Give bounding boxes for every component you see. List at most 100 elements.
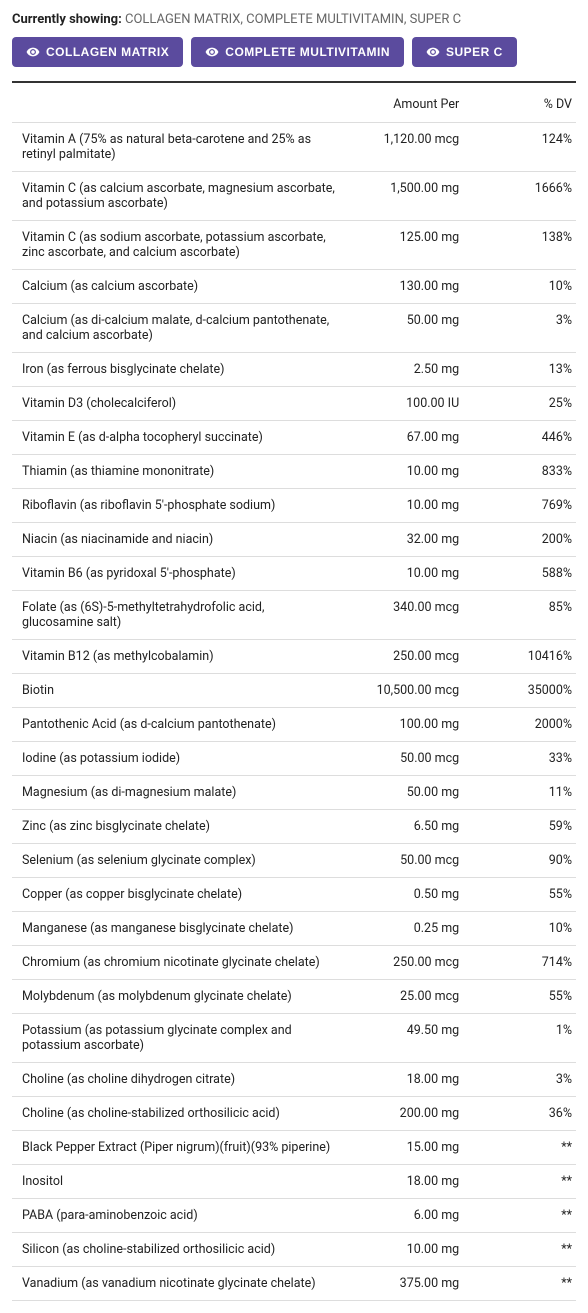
- nutrition-amount: 18.00 mg: [339, 1165, 463, 1199]
- nutrition-dv: 13%: [463, 353, 576, 387]
- table-row: Niacin (as niacinamide and niacin)32.00 …: [12, 523, 576, 557]
- table-row: Vitamin B6 (as pyridoxal 5'-phosphate)10…: [12, 557, 576, 591]
- nutrition-amount: 6.00 mg: [339, 1199, 463, 1233]
- filter-button-label: SUPER C: [446, 45, 503, 59]
- nutrition-dv: **: [463, 1165, 576, 1199]
- nutrition-dv: 1%: [463, 1014, 576, 1063]
- table-row: Vitamin D3 (cholecalciferol)100.00 IU25%: [12, 387, 576, 421]
- nutrition-name: Riboflavin (as riboflavin 5'-phosphate s…: [12, 489, 339, 523]
- nutrition-dv: 55%: [463, 878, 576, 912]
- section-divider: [12, 81, 576, 83]
- table-row: Chromium (as chromium nicotinate glycina…: [12, 946, 576, 980]
- nutrition-amount: 100.00 IU: [339, 387, 463, 421]
- nutrition-amount: 250.00 mcg: [339, 946, 463, 980]
- table-row: Vitamin B12 (as methylcobalamin)250.00 m…: [12, 640, 576, 674]
- nutrition-dv: 1666%: [463, 172, 576, 221]
- table-row: Zinc (as zinc bisglycinate chelate)6.50 …: [12, 810, 576, 844]
- nutrition-name: Iodine (as potassium iodide): [12, 742, 339, 776]
- nutrition-dv: 55%: [463, 980, 576, 1014]
- nutrition-dv: 769%: [463, 489, 576, 523]
- nutrition-dv: 10416%: [463, 640, 576, 674]
- filter-button[interactable]: COMPLETE MULTIVITAMIN: [191, 37, 404, 67]
- nutrition-dv: 446%: [463, 421, 576, 455]
- nutrition-dv: 714%: [463, 946, 576, 980]
- eye-icon: [26, 45, 40, 59]
- nutrition-dv: 10%: [463, 912, 576, 946]
- table-row: Molybdenum (as molybdenum glycinate chel…: [12, 980, 576, 1014]
- nutrition-amount: 2.50 mg: [339, 353, 463, 387]
- nutrition-amount: 18.00 mg: [339, 1063, 463, 1097]
- nutrition-name: Inositol: [12, 1165, 339, 1199]
- nutrition-amount: 50.00 mcg: [339, 742, 463, 776]
- nutrition-dv: 3%: [463, 1063, 576, 1097]
- currently-showing: Currently showing: COLLAGEN MATRIX, COMP…: [12, 12, 576, 27]
- nutrition-name: Potassium (as potassium glycinate comple…: [12, 1014, 339, 1063]
- nutrition-dv: 85%: [463, 591, 576, 640]
- table-row: Choline (as choline dihydrogen citrate)1…: [12, 1063, 576, 1097]
- nutrition-name: Black Pepper Extract (Piper nigrum)(frui…: [12, 1131, 339, 1165]
- nutrition-amount: 200.00 mg: [339, 1097, 463, 1131]
- nutrition-dv: 90%: [463, 844, 576, 878]
- table-row: Calcium (as di-calcium malate, d-calcium…: [12, 304, 576, 353]
- table-row: Inositol18.00 mg**: [12, 1165, 576, 1199]
- table-row: Vitamin E (as d-alpha tocopheryl succina…: [12, 421, 576, 455]
- table-row: PABA (para-aminobenzoic acid)6.00 mg**: [12, 1199, 576, 1233]
- nutrition-name: Vitamin D3 (cholecalciferol): [12, 387, 339, 421]
- nutrition-amount: 50.00 mcg: [339, 844, 463, 878]
- nutrition-name: Thiamin (as thiamine mononitrate): [12, 455, 339, 489]
- currently-showing-label: Currently showing:: [12, 12, 122, 27]
- table-row: Iodine (as potassium iodide)50.00 mcg33%: [12, 742, 576, 776]
- nutrition-table: Amount Per % DV Vitamin A (75% as natura…: [12, 89, 576, 1301]
- filter-button[interactable]: COLLAGEN MATRIX: [12, 37, 183, 67]
- col-header-amount: Amount Per: [339, 89, 463, 123]
- nutrition-name: Pantothenic Acid (as d-calcium pantothen…: [12, 708, 339, 742]
- table-row: Potassium (as potassium glycinate comple…: [12, 1014, 576, 1063]
- nutrition-amount: 130.00 mg: [339, 270, 463, 304]
- table-row: Magnesium (as di-magnesium malate)50.00 …: [12, 776, 576, 810]
- currently-showing-value: COLLAGEN MATRIX, COMPLETE MULTIVITAMIN, …: [125, 12, 461, 27]
- nutrition-amount: 250.00 mcg: [339, 640, 463, 674]
- nutrition-amount: 6.50 mg: [339, 810, 463, 844]
- nutrition-amount: 0.50 mg: [339, 878, 463, 912]
- nutrition-amount: 0.25 mg: [339, 912, 463, 946]
- nutrition-dv: 3%: [463, 304, 576, 353]
- nutrition-name: Folate (as (6S)-5-methyltetrahydrofolic …: [12, 591, 339, 640]
- nutrition-amount: 10,500.00 mcg: [339, 674, 463, 708]
- nutrition-dv: 833%: [463, 455, 576, 489]
- nutrition-dv: 11%: [463, 776, 576, 810]
- nutrition-name: Biotin: [12, 674, 339, 708]
- nutrition-name: Calcium (as calcium ascorbate): [12, 270, 339, 304]
- filter-button[interactable]: SUPER C: [412, 37, 517, 67]
- nutrition-name: Zinc (as zinc bisglycinate chelate): [12, 810, 339, 844]
- nutrition-name: Calcium (as di-calcium malate, d-calcium…: [12, 304, 339, 353]
- nutrition-dv: **: [463, 1233, 576, 1267]
- table-row: Vitamin A (75% as natural beta-carotene …: [12, 123, 576, 172]
- nutrition-amount: 10.00 mg: [339, 455, 463, 489]
- nutrition-dv: **: [463, 1131, 576, 1165]
- table-row: Vanadium (as vanadium nicotinate glycina…: [12, 1267, 576, 1301]
- nutrition-amount: 340.00 mcg: [339, 591, 463, 640]
- nutrition-name: Vanadium (as vanadium nicotinate glycina…: [12, 1267, 339, 1301]
- table-row: Choline (as choline-stabilized orthosili…: [12, 1097, 576, 1131]
- nutrition-dv: 36%: [463, 1097, 576, 1131]
- table-row: Biotin10,500.00 mcg35000%: [12, 674, 576, 708]
- table-row: Silicon (as choline-stabilized orthosili…: [12, 1233, 576, 1267]
- table-row: Manganese (as manganese bisglycinate che…: [12, 912, 576, 946]
- nutrition-name: Magnesium (as di-magnesium malate): [12, 776, 339, 810]
- nutrition-name: Silicon (as choline-stabilized orthosili…: [12, 1233, 339, 1267]
- table-row: Calcium (as calcium ascorbate)130.00 mg1…: [12, 270, 576, 304]
- nutrition-amount: 15.00 mg: [339, 1131, 463, 1165]
- nutrition-name: Vitamin B12 (as methylcobalamin): [12, 640, 339, 674]
- nutrition-name: Molybdenum (as molybdenum glycinate chel…: [12, 980, 339, 1014]
- filter-button-label: COMPLETE MULTIVITAMIN: [225, 45, 390, 59]
- table-row: Copper (as copper bisglycinate chelate)0…: [12, 878, 576, 912]
- nutrition-amount: 49.50 mg: [339, 1014, 463, 1063]
- eye-icon: [426, 45, 440, 59]
- table-row: Black Pepper Extract (Piper nigrum)(frui…: [12, 1131, 576, 1165]
- nutrition-amount: 10.00 mg: [339, 489, 463, 523]
- nutrition-dv: 35000%: [463, 674, 576, 708]
- nutrition-amount: 1,120.00 mcg: [339, 123, 463, 172]
- table-row: Selenium (as selenium glycinate complex)…: [12, 844, 576, 878]
- nutrition-name: Vitamin A (75% as natural beta-carotene …: [12, 123, 339, 172]
- nutrition-amount: 1,500.00 mg: [339, 172, 463, 221]
